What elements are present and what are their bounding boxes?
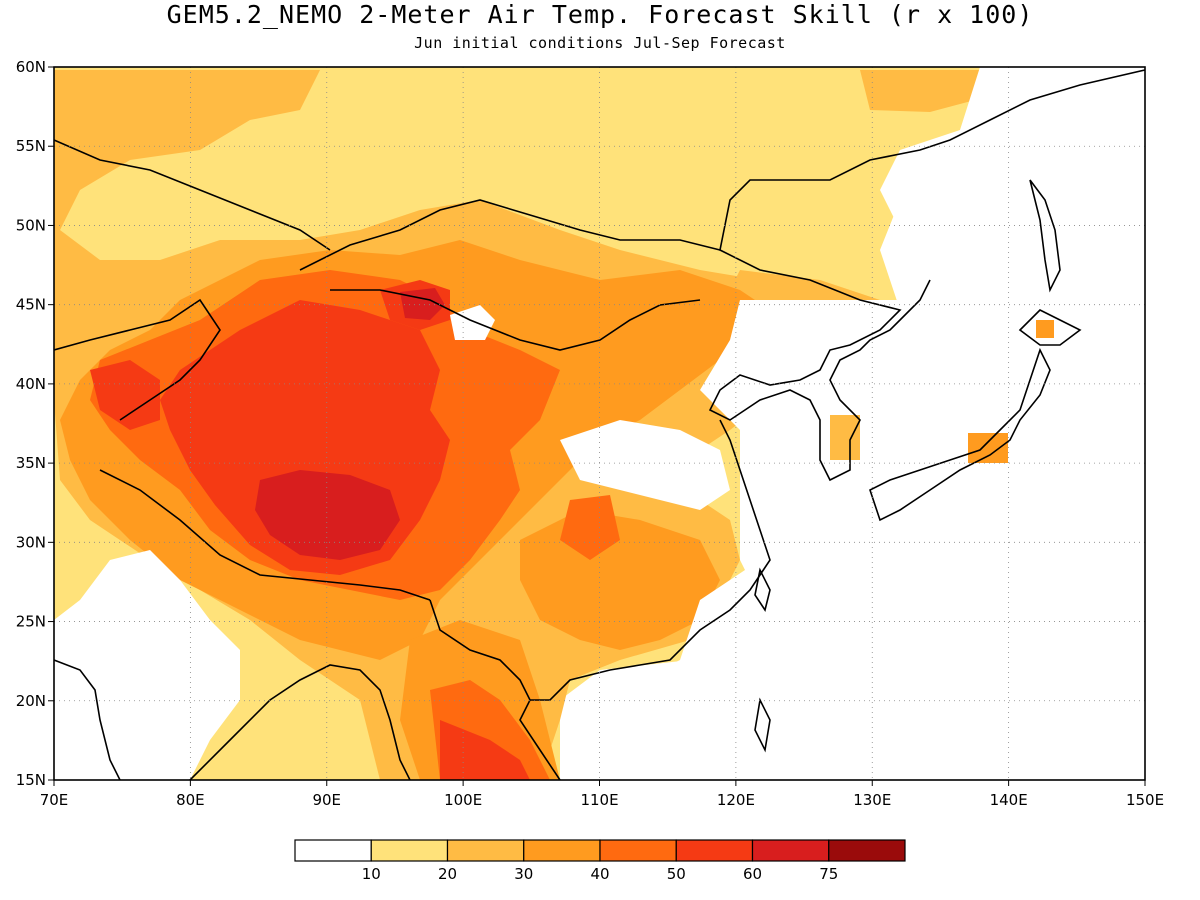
border-mongolia xyxy=(299,199,721,271)
coast-japan xyxy=(869,347,1051,522)
field-level-6-tibet xyxy=(255,470,400,560)
coastlines xyxy=(54,69,1145,780)
colorbar-swatch xyxy=(370,839,449,862)
colorbar-label: 40 xyxy=(590,865,609,883)
colorbar-label: 75 xyxy=(819,865,838,883)
x-tick-label: 100E xyxy=(444,791,482,809)
japan-cell xyxy=(968,433,1008,463)
coast-philippines xyxy=(754,697,771,753)
colorbar: 10 20 30 40 50 60 75 xyxy=(294,839,906,883)
gridlines xyxy=(54,67,1145,780)
y-tick-label: 35N xyxy=(16,454,46,472)
coast-hokkaido xyxy=(1018,309,1082,346)
colorbar-label: 10 xyxy=(362,865,381,883)
coast-asia-east xyxy=(708,69,1145,482)
x-tick-label: 150E xyxy=(1126,791,1164,809)
field-level-2-northeast xyxy=(860,70,980,112)
y-tick-label: 55N xyxy=(16,137,46,155)
colorbar-swatch xyxy=(294,839,372,862)
coast-india xyxy=(54,659,121,780)
white-east xyxy=(700,280,1145,780)
axis-labels: 70E 80E 90E 100E 110E 120E 130E 140E 150E 15N 20N 2… xyxy=(16,58,1164,809)
white-ne xyxy=(880,67,1145,310)
colorbar-swatch xyxy=(751,839,830,862)
x-tick-label: 70E xyxy=(40,791,69,809)
field-level-4-sc xyxy=(560,495,620,560)
colorbar-label: 30 xyxy=(514,865,533,883)
x-tick-label: 130E xyxy=(853,791,891,809)
field-level-5-indochina xyxy=(440,720,530,780)
map-subtitle: Jun initial conditions Jul-Sep Forecast xyxy=(414,34,786,52)
hokkaido-cell xyxy=(1036,320,1054,338)
colorbar-swatch xyxy=(828,839,906,862)
y-tick-label: 25N xyxy=(16,613,46,631)
y-tick-label: 45N xyxy=(16,296,46,314)
colorbar-swatch xyxy=(523,839,601,862)
white-china-east xyxy=(560,420,730,510)
colorbar-label: 50 xyxy=(667,865,686,883)
y-tick-label: 20N xyxy=(16,692,46,710)
korea-cell xyxy=(830,415,860,460)
border-tibet xyxy=(99,469,431,601)
skill-field xyxy=(54,67,1145,780)
x-tick-label: 120E xyxy=(717,791,755,809)
x-tick-label: 80E xyxy=(176,791,205,809)
coast-bay-of-bengal xyxy=(189,664,411,780)
border-kazakh xyxy=(54,139,331,251)
x-tick-label: 110E xyxy=(580,791,618,809)
y-tick-label: 50N xyxy=(16,216,46,234)
border-se-asia xyxy=(429,599,531,701)
y-tick-label: 40N xyxy=(16,375,46,393)
colorbar-label: 20 xyxy=(438,865,457,883)
white-sea xyxy=(560,560,760,780)
y-tick-label: 30N xyxy=(16,533,46,551)
field-level-5-west xyxy=(90,360,160,430)
colorbar-swatch xyxy=(446,839,525,862)
colorbar-label: 60 xyxy=(743,865,762,883)
colorbar-swatch xyxy=(675,839,754,862)
x-tick-label: 140E xyxy=(990,791,1028,809)
border-mongolia-south xyxy=(330,289,701,351)
x-tick-label: 90E xyxy=(312,791,341,809)
colorbar-swatch xyxy=(599,839,677,862)
border-west-china xyxy=(54,298,221,421)
field-level-2-west xyxy=(54,290,100,380)
coast-taiwan xyxy=(754,567,771,612)
coast-sakhalin xyxy=(1029,179,1061,293)
map-title: GEM5.2_NEMO 2-Meter Air Temp. Forecast S… xyxy=(166,0,1034,29)
coast-china-south xyxy=(519,419,771,780)
white-mongolia xyxy=(450,305,495,340)
y-tick-label: 60N xyxy=(16,58,46,76)
y-tick-label: 15N xyxy=(16,771,46,789)
